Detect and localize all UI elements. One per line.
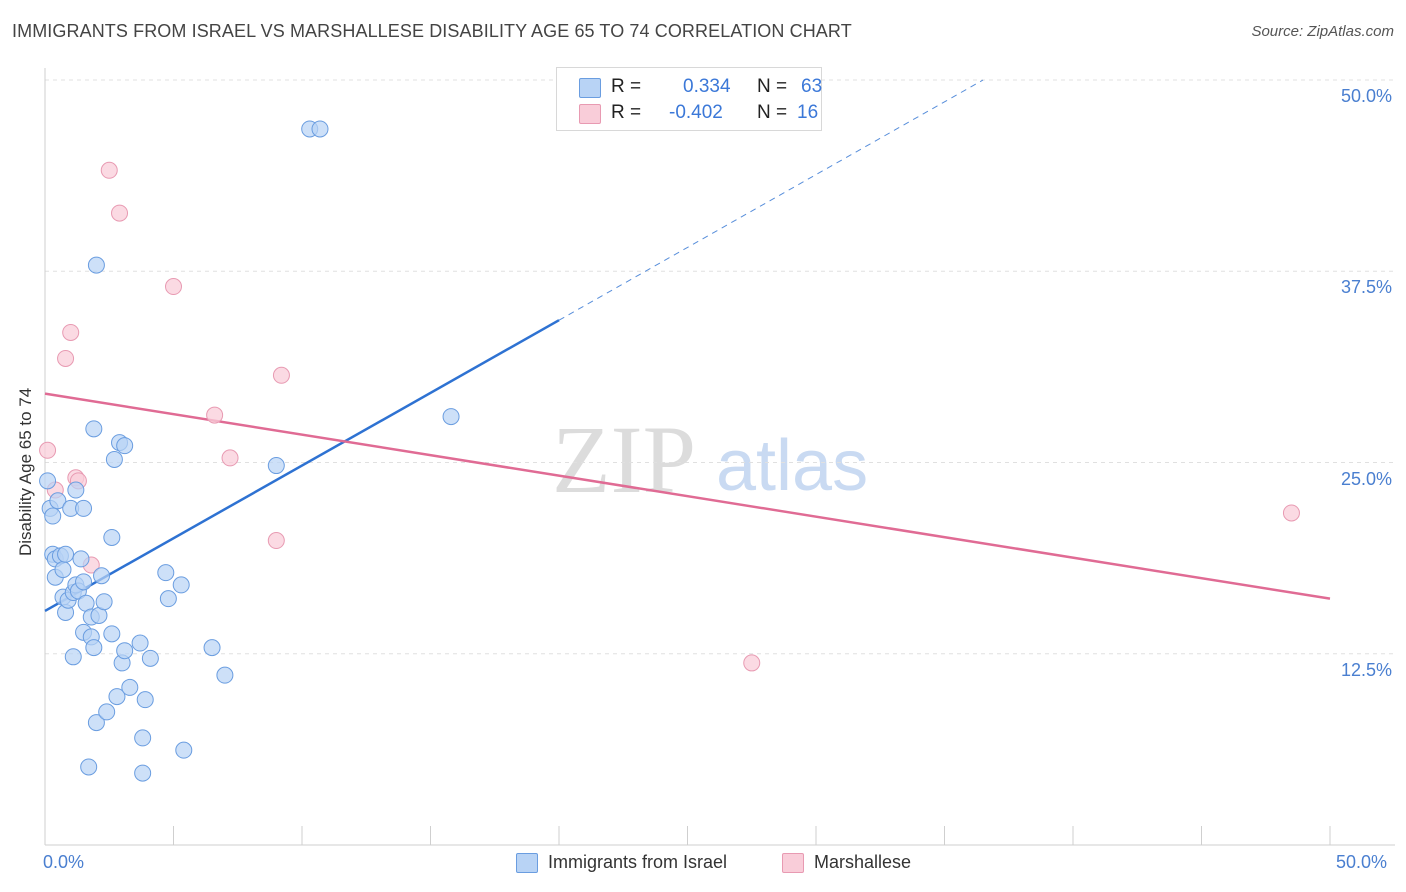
israel-point-55 bbox=[267, 457, 285, 475]
israel-r-value: 0.334 bbox=[683, 76, 731, 97]
israel-trend-extension bbox=[558, 79, 984, 321]
watermark-zip: ZIP bbox=[552, 406, 696, 513]
israel-point-57 bbox=[311, 120, 329, 138]
israel-point-17 bbox=[67, 481, 85, 499]
legend-israel-swatch bbox=[516, 853, 538, 873]
israel-point-36 bbox=[103, 625, 121, 643]
israel-trend-line bbox=[44, 319, 560, 612]
y-tick-label-0: 12.5% bbox=[1340, 659, 1392, 680]
israel-point-34 bbox=[98, 703, 116, 721]
israel-point-49 bbox=[157, 564, 175, 582]
israel-point-11 bbox=[57, 545, 75, 563]
israel-point-44 bbox=[131, 634, 149, 652]
marshallese-point-2 bbox=[57, 349, 75, 367]
y-axis-label: Disability Age 65 to 74 bbox=[16, 387, 35, 556]
israel-point-2 bbox=[44, 507, 62, 525]
israel-point-51 bbox=[172, 576, 190, 594]
israel-point-33 bbox=[95, 593, 113, 611]
marshallese-point-13 bbox=[272, 366, 290, 384]
israel-point-54 bbox=[216, 666, 234, 684]
israel-point-22 bbox=[75, 499, 93, 517]
israel-point-15 bbox=[64, 648, 82, 666]
marshallese-n-value: 16 bbox=[797, 102, 819, 123]
y-tick-label-2: 37.5% bbox=[1340, 277, 1392, 298]
marshallese-swatch bbox=[579, 104, 601, 124]
marshallese-point-9 bbox=[165, 278, 182, 296]
marshallese-point-15 bbox=[1282, 504, 1300, 522]
x-tick-label-max: 50.0% bbox=[1336, 852, 1388, 872]
grid bbox=[45, 79, 1395, 655]
israel-r-label: R = bbox=[611, 76, 642, 97]
marshallese-n-label: N = bbox=[757, 102, 788, 123]
israel-point-46 bbox=[134, 729, 152, 747]
israel-n-label: N = bbox=[757, 76, 788, 97]
israel-point-35 bbox=[103, 528, 121, 546]
israel-point-47 bbox=[136, 691, 154, 709]
israel-point-43 bbox=[121, 678, 139, 696]
y-tick-label-1: 25.0% bbox=[1340, 468, 1392, 489]
israel-n-value: 63 bbox=[801, 76, 823, 97]
legend-marshallese-swatch bbox=[782, 853, 804, 873]
israel-point-24 bbox=[80, 758, 98, 776]
marshallese-point-10 bbox=[206, 406, 224, 424]
marshallese-r-value: -0.402 bbox=[669, 102, 723, 123]
trend-lines bbox=[44, 79, 1331, 612]
israel-point-28 bbox=[85, 639, 103, 657]
marshallese-trend-line bbox=[44, 392, 1331, 600]
marshallese-r-label: R = bbox=[611, 102, 642, 123]
y-tick-label-3: 50.0% bbox=[1340, 86, 1392, 106]
chart-title: IMMIGRANTS FROM ISRAEL VS MARSHALLESE DI… bbox=[12, 21, 852, 41]
israel-point-30 bbox=[87, 256, 105, 274]
israel-point-6 bbox=[49, 492, 67, 510]
israel-point-48 bbox=[141, 649, 159, 667]
israel-point-50 bbox=[159, 590, 177, 608]
israel-swatch bbox=[579, 78, 601, 98]
israel-point-29 bbox=[87, 714, 105, 732]
israel-point-27 bbox=[85, 420, 103, 438]
x-tick-label-min: 0.0% bbox=[43, 852, 85, 872]
source-label: Source: ZipAtlas.com bbox=[1251, 23, 1394, 40]
marshallese-point-12 bbox=[267, 532, 285, 550]
israel-point-38 bbox=[108, 688, 126, 706]
marshallese-point-3 bbox=[62, 323, 80, 341]
data-points bbox=[39, 120, 1300, 782]
israel-point-37 bbox=[105, 450, 123, 468]
israel-point-42 bbox=[116, 437, 134, 455]
legend-israel-label: Immigrants from Israel bbox=[548, 852, 728, 872]
marshallese-point-11 bbox=[221, 449, 239, 467]
israel-point-0 bbox=[39, 472, 57, 490]
watermark-atlas: atlas bbox=[716, 426, 868, 506]
watermark: ZIP atlas bbox=[552, 406, 868, 513]
marshallese-point-0 bbox=[39, 441, 57, 459]
marshallese-point-7 bbox=[100, 161, 118, 179]
israel-point-19 bbox=[72, 550, 90, 568]
israel-point-58 bbox=[442, 408, 460, 426]
israel-point-52 bbox=[175, 741, 193, 759]
legend-marshallese-label: Marshallese bbox=[814, 852, 912, 872]
israel-point-32 bbox=[93, 567, 111, 585]
israel-point-41 bbox=[116, 642, 134, 660]
marshallese-point-14 bbox=[743, 654, 761, 672]
israel-point-53 bbox=[203, 639, 221, 657]
israel-point-45 bbox=[134, 764, 152, 782]
stats-box: R = 0.334 N = 63 R = -0.402 N = 16 bbox=[556, 67, 822, 131]
marshallese-point-8 bbox=[111, 204, 129, 222]
israel-point-20 bbox=[75, 573, 93, 591]
israel-point-8 bbox=[54, 561, 72, 579]
